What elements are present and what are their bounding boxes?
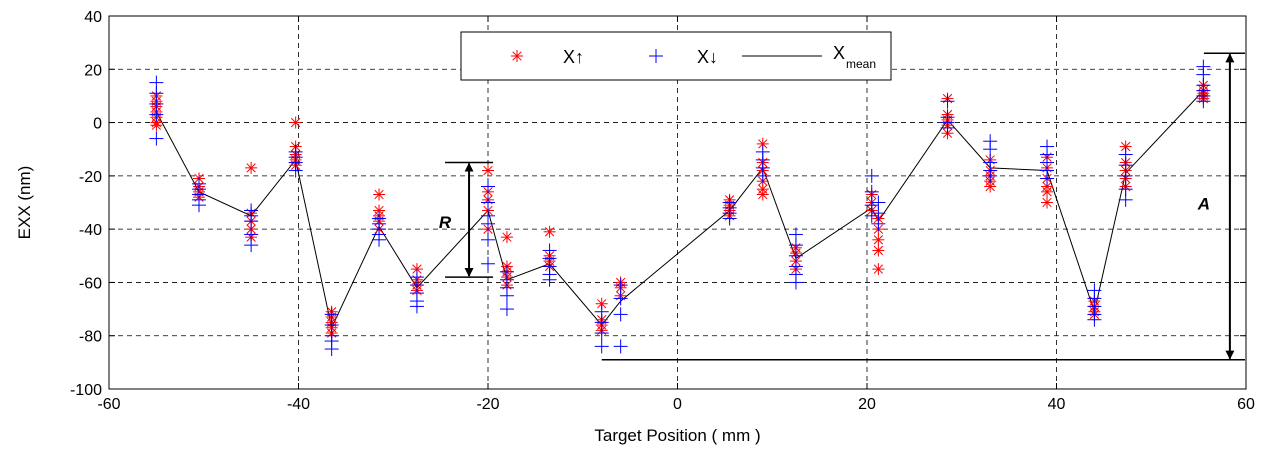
data-point-down — [613, 307, 628, 322]
legend-label-mean-subscript: mean — [846, 57, 876, 71]
data-point-down — [244, 238, 259, 253]
y-tick-label: 20 — [84, 62, 102, 79]
data-point-down — [481, 179, 495, 194]
x-tick-label: 40 — [1048, 396, 1066, 413]
x-tick-label: 60 — [1237, 396, 1255, 413]
data-point-down — [613, 291, 628, 306]
data-point-down — [499, 288, 514, 303]
data-point-down — [864, 168, 879, 183]
data-point-up — [482, 164, 494, 177]
y-tick-label: -80 — [79, 329, 102, 346]
annotation-a: A — [601, 52, 1245, 361]
data-point-down — [755, 168, 770, 183]
data-point-up — [373, 188, 386, 201]
annotation-label: R — [439, 213, 452, 232]
data-point-up — [150, 119, 163, 132]
data-point-up — [872, 263, 885, 276]
legend-marker-down — [649, 49, 663, 63]
data-point-down — [1118, 168, 1133, 183]
y-tick-label: -20 — [79, 169, 102, 186]
data-point-down — [481, 256, 495, 271]
y-tick-label: -40 — [79, 222, 102, 239]
data-point-down — [409, 299, 424, 314]
legend-label-up: X↑ — [563, 47, 584, 67]
data-point-down — [288, 163, 303, 178]
legend-label-mean: X — [833, 43, 845, 63]
data-point-up — [756, 137, 769, 150]
data-point-down — [149, 107, 164, 122]
data-point-down — [481, 216, 495, 231]
x-tick-label: 0 — [673, 396, 682, 413]
data-point-down — [940, 94, 955, 109]
y-axis-title: EXX (nm) — [15, 166, 34, 240]
x-tick-label: 20 — [858, 396, 876, 413]
y-tick-label: -100 — [70, 382, 102, 399]
data-point-down — [542, 272, 557, 287]
x-axis-title: Target Position ( mm ) — [594, 426, 760, 445]
data-point-down — [871, 216, 886, 231]
data-point-up — [872, 244, 885, 257]
data-point-down — [940, 120, 955, 135]
data-point-down — [372, 232, 387, 247]
data-point-up — [500, 231, 513, 244]
data-point-down — [481, 195, 495, 210]
data-point-down — [722, 211, 737, 226]
data-point-down — [1118, 192, 1133, 207]
data-point-down — [499, 302, 514, 317]
series-layer — [149, 59, 1211, 357]
annotation-r: R — [439, 161, 494, 278]
legend-box — [460, 31, 892, 81]
data-point-up — [595, 297, 608, 310]
data-point-down — [192, 198, 207, 213]
legend-marker-up — [511, 50, 523, 62]
series-down — [149, 59, 1211, 357]
y-tick-label: -60 — [79, 275, 102, 292]
data-point-down — [788, 275, 803, 290]
data-point-down — [864, 184, 879, 199]
legend-label-down: X↓ — [697, 47, 718, 67]
data-point-up — [245, 161, 258, 174]
annotation-label: A — [1197, 195, 1210, 214]
data-point-down — [149, 131, 164, 146]
data-point-up — [756, 188, 769, 201]
data-point-up — [1041, 196, 1054, 209]
data-point-down — [244, 214, 259, 229]
data-point-up — [872, 233, 885, 246]
x-tick-label: -20 — [476, 396, 499, 413]
data-point-down — [594, 339, 609, 354]
data-point-down — [1087, 312, 1102, 327]
data-point-down — [594, 326, 609, 341]
data-point-up — [289, 116, 302, 129]
data-point-up — [1041, 185, 1054, 198]
data-point-down — [613, 339, 628, 354]
data-point-down — [864, 208, 879, 223]
y-tick-label: 40 — [84, 9, 102, 26]
data-point-down — [983, 168, 998, 183]
x-tick-label: -40 — [287, 396, 310, 413]
axis-ticks: -60 -40 -20 0 20 40 60 -100 -80 -60 -40 -20 0 20 40 — [70, 9, 1255, 413]
data-point-up — [543, 225, 556, 238]
annotations: RA — [439, 52, 1245, 361]
data-point-down — [481, 232, 495, 247]
y-tick-label: 0 — [93, 116, 102, 133]
data-point-down — [1196, 94, 1211, 109]
data-point-down — [1040, 171, 1055, 186]
data-point-down — [983, 142, 998, 157]
data-point-down — [324, 342, 339, 357]
x-tick-label: -60 — [97, 396, 120, 413]
data-point-down — [613, 278, 628, 293]
